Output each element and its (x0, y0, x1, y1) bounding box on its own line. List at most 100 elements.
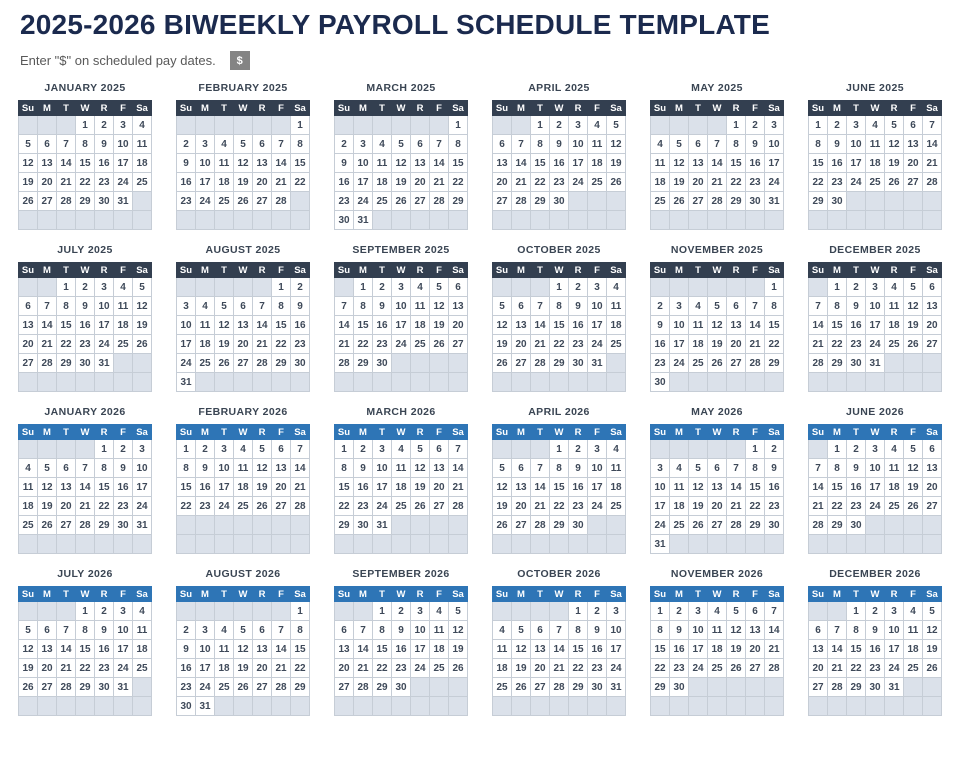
day-cell[interactable]: 3 (353, 134, 373, 154)
day-cell[interactable]: 30 (176, 696, 196, 716)
day-cell[interactable]: 20 (252, 172, 272, 192)
day-cell[interactable]: 23 (568, 334, 588, 354)
day-cell[interactable]: 2 (94, 601, 114, 621)
day-cell[interactable]: 19 (669, 172, 689, 192)
day-cell[interactable]: 13 (726, 315, 746, 335)
day-cell[interactable]: 29 (827, 353, 847, 373)
day-cell[interactable]: 17 (764, 153, 784, 173)
day-cell[interactable]: 17 (587, 315, 607, 335)
day-cell[interactable]: 9 (587, 620, 607, 640)
day-cell[interactable]: 18 (492, 658, 512, 678)
day-cell[interactable]: 20 (252, 658, 272, 678)
day-cell[interactable]: 14 (37, 315, 57, 335)
day-cell[interactable]: 4 (903, 601, 923, 621)
day-cell[interactable]: 26 (492, 515, 512, 535)
day-cell[interactable]: 10 (195, 639, 215, 659)
day-cell[interactable]: 21 (75, 496, 95, 516)
day-cell[interactable]: 18 (865, 153, 885, 173)
day-cell[interactable]: 20 (511, 496, 531, 516)
day-cell[interactable]: 24 (195, 191, 215, 211)
day-cell[interactable]: 3 (391, 277, 411, 297)
day-cell[interactable]: 18 (132, 639, 152, 659)
day-cell[interactable]: 3 (846, 115, 866, 135)
day-cell[interactable]: 23 (195, 496, 215, 516)
day-cell[interactable]: 24 (846, 172, 866, 192)
day-cell[interactable]: 6 (448, 277, 468, 297)
day-cell[interactable]: 28 (271, 191, 291, 211)
day-cell[interactable]: 26 (18, 191, 38, 211)
day-cell[interactable]: 8 (75, 134, 95, 154)
day-cell[interactable]: 21 (271, 658, 291, 678)
day-cell[interactable]: 25 (903, 658, 923, 678)
day-cell[interactable]: 3 (94, 277, 114, 297)
day-cell[interactable]: 2 (568, 277, 588, 297)
day-cell[interactable]: 25 (884, 496, 904, 516)
day-cell[interactable]: 22 (764, 334, 784, 354)
day-cell[interactable]: 31 (606, 677, 626, 697)
day-cell[interactable]: 27 (429, 496, 449, 516)
day-cell[interactable]: 2 (587, 601, 607, 621)
day-cell[interactable]: 5 (726, 601, 746, 621)
day-cell[interactable]: 23 (846, 496, 866, 516)
day-cell[interactable]: 28 (922, 172, 942, 192)
day-cell[interactable]: 8 (94, 458, 114, 478)
day-cell[interactable]: 18 (195, 334, 215, 354)
day-cell[interactable]: 4 (391, 439, 411, 459)
day-cell[interactable]: 28 (252, 353, 272, 373)
day-cell[interactable]: 21 (353, 658, 373, 678)
day-cell[interactable]: 13 (334, 639, 354, 659)
day-cell[interactable]: 9 (176, 639, 196, 659)
day-cell[interactable]: 10 (865, 296, 885, 316)
day-cell[interactable]: 12 (669, 153, 689, 173)
day-cell[interactable]: 21 (549, 658, 569, 678)
day-cell[interactable]: 22 (808, 172, 828, 192)
day-cell[interactable]: 21 (530, 334, 550, 354)
day-cell[interactable]: 21 (56, 172, 76, 192)
day-cell[interactable]: 3 (865, 277, 885, 297)
day-cell[interactable]: 16 (846, 315, 866, 335)
day-cell[interactable]: 7 (808, 296, 828, 316)
day-cell[interactable]: 9 (372, 296, 392, 316)
day-cell[interactable]: 12 (252, 458, 272, 478)
day-cell[interactable]: 22 (75, 172, 95, 192)
day-cell[interactable]: 12 (233, 153, 253, 173)
day-cell[interactable]: 21 (252, 334, 272, 354)
day-cell[interactable]: 16 (290, 315, 310, 335)
day-cell[interactable]: 7 (429, 134, 449, 154)
day-cell[interactable]: 20 (448, 315, 468, 335)
day-cell[interactable]: 5 (132, 277, 152, 297)
day-cell[interactable]: 25 (650, 191, 670, 211)
day-cell[interactable]: 24 (865, 496, 885, 516)
day-cell[interactable]: 28 (530, 515, 550, 535)
day-cell[interactable]: 17 (606, 639, 626, 659)
day-cell[interactable]: 8 (650, 620, 670, 640)
day-cell[interactable]: 27 (56, 515, 76, 535)
day-cell[interactable]: 7 (808, 458, 828, 478)
day-cell[interactable]: 3 (195, 134, 215, 154)
day-cell[interactable]: 16 (94, 639, 114, 659)
day-cell[interactable]: 5 (410, 439, 430, 459)
day-cell[interactable]: 22 (271, 334, 291, 354)
day-cell[interactable]: 11 (410, 296, 430, 316)
day-cell[interactable]: 4 (688, 296, 708, 316)
day-cell[interactable]: 2 (372, 277, 392, 297)
day-cell[interactable]: 26 (252, 496, 272, 516)
day-cell[interactable]: 27 (903, 172, 923, 192)
day-cell[interactable]: 17 (195, 172, 215, 192)
day-cell[interactable]: 9 (113, 458, 133, 478)
day-cell[interactable]: 7 (827, 620, 847, 640)
day-cell[interactable]: 20 (726, 334, 746, 354)
day-cell[interactable]: 20 (429, 477, 449, 497)
day-cell[interactable]: 26 (707, 353, 727, 373)
day-cell[interactable]: 24 (94, 334, 114, 354)
day-cell[interactable]: 16 (334, 172, 354, 192)
day-cell[interactable]: 31 (884, 677, 904, 697)
day-cell[interactable]: 13 (56, 477, 76, 497)
day-cell[interactable]: 22 (530, 172, 550, 192)
day-cell[interactable]: 13 (707, 477, 727, 497)
day-cell[interactable]: 17 (587, 477, 607, 497)
day-cell[interactable]: 6 (334, 620, 354, 640)
day-cell[interactable]: 7 (271, 134, 291, 154)
day-cell[interactable]: 11 (903, 620, 923, 640)
day-cell[interactable]: 29 (764, 353, 784, 373)
